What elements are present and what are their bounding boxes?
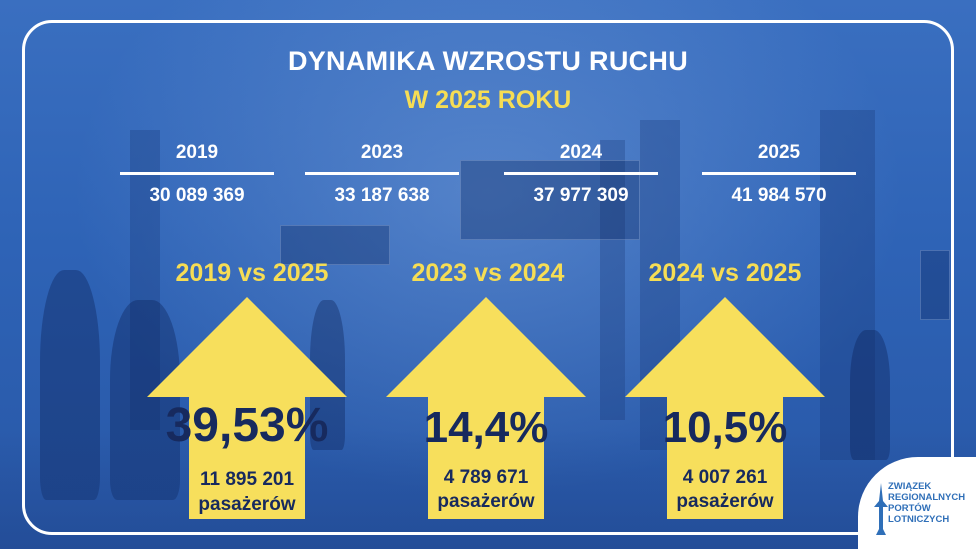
comparison-delta: 11 895 201: [199, 469, 295, 490]
year-passengers: 30 089 369: [149, 185, 245, 206]
year-block-2024: 2024 37 977 309: [496, 142, 666, 207]
zrpl-logo: ZWIĄZEK REGIONALNYCH PORTÓW LOTNICZYCH: [858, 457, 976, 549]
year-passengers: 33 187 638: [334, 185, 430, 206]
up-arrow-icon: [386, 297, 586, 519]
comparison-title: 2024 vs 2025: [648, 259, 802, 287]
year-block-2019: 2019 30 089 369: [112, 142, 282, 207]
year-block-2023: 2023 33 187 638: [297, 142, 467, 207]
year-label: 2023: [360, 142, 404, 163]
logo-line: ZWIĄZEK: [888, 481, 932, 492]
divider: [504, 172, 658, 175]
year-label: 2025: [757, 142, 801, 163]
comparison-title: 2019 vs 2025: [175, 259, 329, 287]
page-subtitle: W 2025 ROKU: [404, 86, 572, 114]
logo-line: PORTÓW: [888, 503, 931, 514]
up-arrow-icon: [147, 297, 347, 519]
year-block-2025: 2025 41 984 570: [694, 142, 864, 207]
page-title: DYNAMIKA WZROSTU RUCHU: [287, 46, 689, 76]
comparison-unit: pasażerów: [198, 494, 296, 515]
comparison-percent: 39,53%: [165, 399, 329, 452]
year-passengers: 41 984 570: [731, 185, 827, 206]
comparison-title: 2023 vs 2024: [411, 259, 565, 287]
comparison-percent: 14,4%: [423, 403, 549, 452]
comparison-unit: pasażerów: [437, 491, 535, 512]
up-arrow-icon: [625, 297, 825, 519]
divider: [702, 172, 856, 175]
logo-text: ZWIĄZEK REGIONALNYCH PORTÓW LOTNICZYCH: [888, 481, 965, 525]
logo-line: REGIONALNYCH: [888, 492, 966, 503]
divider: [305, 172, 459, 175]
year-passengers: 37 977 309: [533, 185, 629, 206]
comparison-percent: 10,5%: [662, 403, 788, 452]
comparison-delta: 4 007 261: [682, 467, 768, 488]
divider: [120, 172, 274, 175]
comparison-unit: pasażerów: [676, 491, 774, 512]
airplane-icon: [874, 483, 888, 535]
comparison-delta: 4 789 671: [443, 467, 529, 488]
content-frame: [22, 20, 954, 535]
year-label: 2019: [175, 142, 219, 163]
logo-line: LOTNICZYCH: [888, 514, 950, 525]
year-label: 2024: [559, 142, 603, 163]
